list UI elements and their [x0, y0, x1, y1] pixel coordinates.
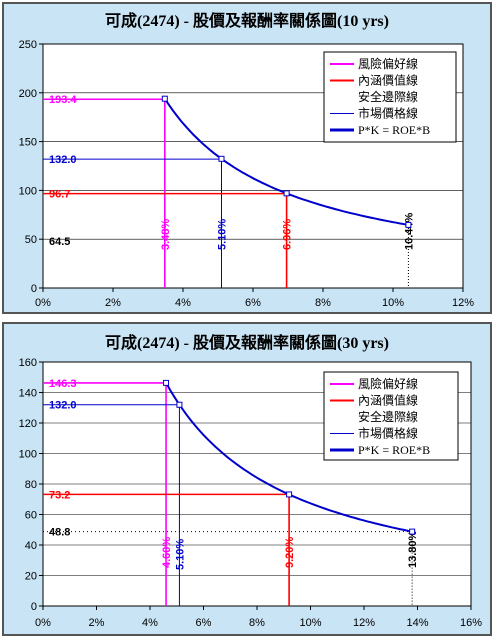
chart-10yrs: 可成(2474) - 股價及報酬率關係圖(10 yrs) 0 50 100 150 200… — [19, 11, 475, 309]
legend-label: 市場價格線 — [358, 106, 418, 121]
legend-label: 安全邊際線 — [358, 89, 418, 104]
legend-label: P*K = ROE*B — [358, 123, 430, 137]
level-label-intrinsic-value: 73.2 — [49, 489, 70, 501]
x-tick-label: 0% — [35, 297, 51, 309]
level-label-market-price: 132.0 — [49, 154, 77, 166]
legend-label: 風險偏好線 — [358, 376, 418, 391]
chart-30yrs: 可成(2474) - 股價及報酬率關係圖(30 yrs) 0 20 40 60 80 100… — [19, 333, 483, 629]
y-tick-label: 50 — [25, 234, 37, 246]
x-tick-label: 0% — [35, 617, 51, 629]
y-tick-label: 100 — [19, 449, 37, 461]
level-label-risk-preference: 193.4 — [49, 94, 77, 106]
x-tick-label: 12% — [452, 297, 474, 309]
legend-label: 市場價格線 — [358, 426, 418, 441]
level-label-intrinsic-value: 96.7 — [49, 189, 70, 201]
y-tick-label: 120 — [19, 418, 37, 430]
return-label-intrinsic-value: 6.96% — [282, 219, 294, 250]
return-label-risk-preference: 4.60% — [161, 537, 173, 568]
curve-marker — [283, 190, 290, 197]
y-tick-label: 60 — [25, 510, 37, 522]
curve-marker — [218, 155, 225, 162]
curve-marker — [163, 379, 170, 386]
chart-panel-10yrs: 可成(2474) - 股價及報酬率關係圖(10 yrs) 0 50 100 150 200… — [2, 2, 492, 314]
x-tick-label: 12% — [353, 617, 375, 629]
curve-marker — [405, 221, 412, 228]
x-tick-label: 14% — [406, 617, 428, 629]
level-label-risk-preference: 146.3 — [49, 378, 77, 390]
return-label-safety-margin: 13.80% — [407, 530, 419, 568]
curve-marker — [286, 491, 293, 498]
x-tick-label: 8% — [315, 297, 331, 309]
y-tick-label: 0 — [31, 283, 37, 295]
return-label-risk-preference: 3.48% — [160, 219, 172, 250]
x-tick-label: 16% — [460, 617, 482, 629]
return-label-safety-margin: 10.44% — [403, 212, 415, 250]
level-label-safety-margin: 64.5 — [49, 236, 70, 248]
curve-marker — [409, 528, 416, 535]
x-tick-label: 4% — [142, 617, 158, 629]
chart-title: 可成(2474) - 股價及報酬率關係圖(30 yrs) — [105, 333, 389, 352]
legend-label: 內涵價值線 — [358, 393, 418, 408]
y-tick-label: 40 — [25, 540, 37, 552]
x-tick-label: 10% — [382, 297, 404, 309]
return-label-market-price: 5.10% — [217, 219, 229, 250]
y-tick-label: 80 — [25, 479, 37, 491]
curve-marker — [176, 401, 183, 408]
y-tick-label: 140 — [19, 388, 37, 400]
chart-panel-30yrs: 可成(2474) - 股價及報酬率關係圖(30 yrs) 0 20 40 60 80 100… — [2, 322, 492, 636]
legend-box — [323, 51, 457, 143]
legend-box — [323, 371, 459, 461]
x-tick-label: 6% — [196, 617, 212, 629]
level-label-safety-margin: 48.8 — [49, 527, 70, 539]
level-label-market-price: 132.0 — [49, 400, 77, 412]
x-tick-label: 6% — [245, 297, 261, 309]
y-tick-label: 0 — [31, 601, 37, 613]
x-tick-label: 2% — [105, 297, 121, 309]
y-tick-label: 250 — [19, 39, 37, 51]
legend-label: 風險偏好線 — [358, 56, 418, 71]
y-tick-label: 200 — [19, 88, 37, 100]
legend-label: 內涵價值線 — [358, 73, 418, 88]
legend-label: P*K = ROE*B — [358, 443, 430, 457]
return-label-market-price: 5.10% — [174, 539, 186, 570]
curve-marker — [161, 95, 168, 102]
legend-label: 安全邊際線 — [358, 409, 418, 424]
x-tick-label: 4% — [175, 297, 191, 309]
chart-title: 可成(2474) - 股價及報酬率關係圖(10 yrs) — [105, 11, 389, 30]
y-tick-label: 100 — [19, 185, 37, 197]
return-label-intrinsic-value: 9.20% — [284, 537, 296, 568]
x-tick-label: 10% — [299, 617, 321, 629]
y-tick-label: 20 — [25, 571, 37, 583]
y-tick-label: 160 — [19, 357, 37, 369]
y-tick-label: 150 — [19, 137, 37, 149]
x-tick-label: 2% — [89, 617, 105, 629]
x-tick-label: 8% — [249, 617, 265, 629]
